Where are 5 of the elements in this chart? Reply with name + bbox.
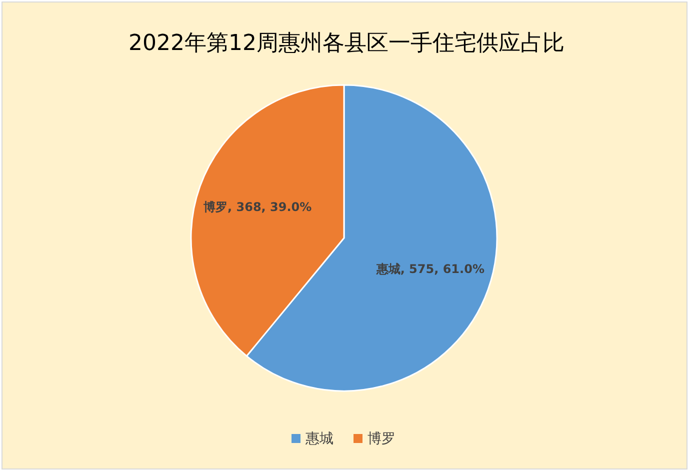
legend-label: 博罗: [368, 431, 396, 447]
data-label: 博罗, 368, 39.0%: [202, 200, 312, 214]
data-label: 惠城, 575, 61.0%: [375, 262, 484, 276]
legend-label: 惠城: [304, 431, 334, 447]
chart-title: 2022年第12周惠州各县区一手住宅供应占比: [128, 31, 564, 56]
